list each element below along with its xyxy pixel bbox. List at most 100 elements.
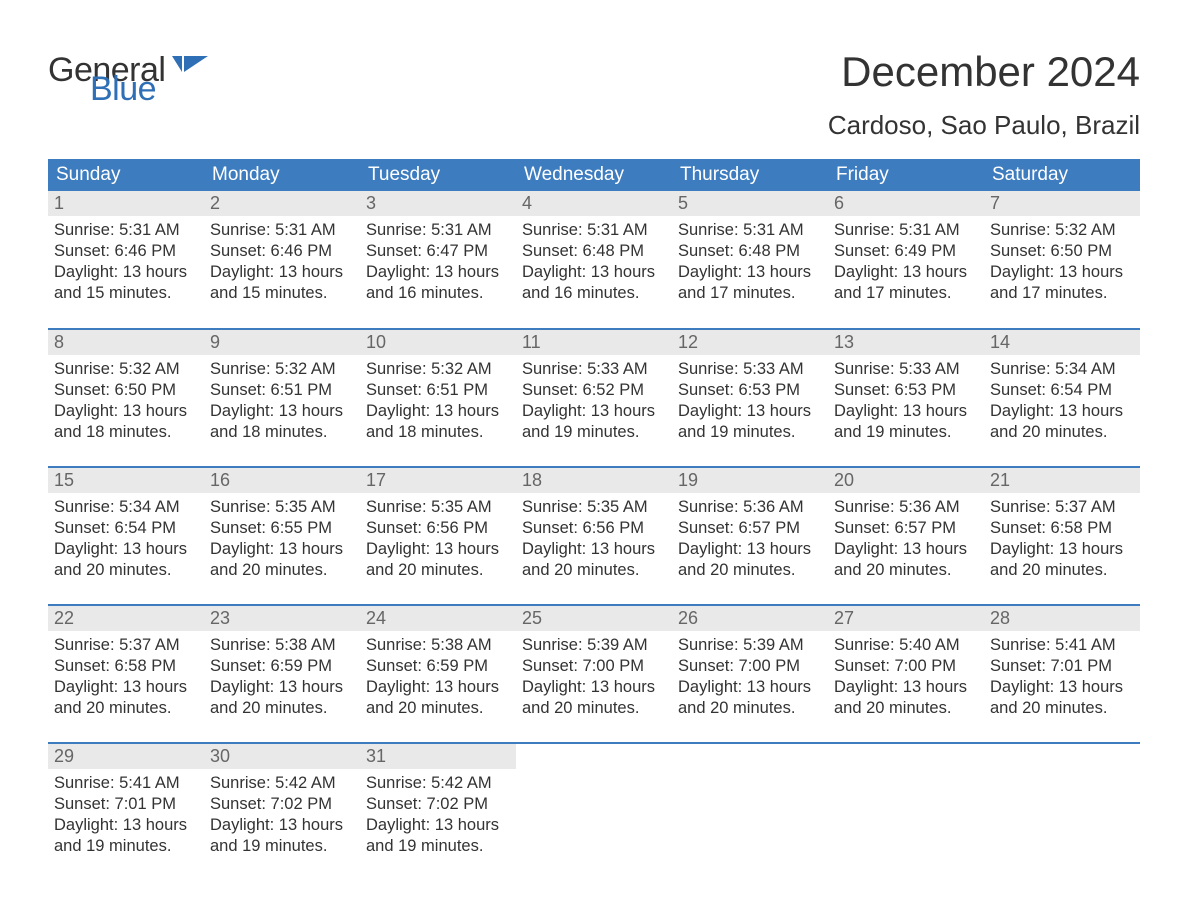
day-header: Friday (828, 159, 984, 191)
sunset-line: Sunset: 7:00 PM (522, 656, 666, 677)
calendar-cell: 6Sunrise: 5:31 AMSunset: 6:49 PMDaylight… (828, 191, 984, 329)
day-number: 10 (360, 330, 516, 355)
daylight-line-2: and 19 minutes. (210, 836, 354, 857)
sunset-line: Sunset: 6:48 PM (522, 241, 666, 262)
sunrise-line: Sunrise: 5:33 AM (834, 359, 978, 380)
sunset-line: Sunset: 6:59 PM (366, 656, 510, 677)
sunrise-line: Sunrise: 5:35 AM (522, 497, 666, 518)
calendar-cell (516, 743, 672, 881)
daylight-line-2: and 15 minutes. (54, 283, 198, 304)
sunset-line: Sunset: 7:02 PM (366, 794, 510, 815)
daylight-line-1: Daylight: 13 hours (210, 677, 354, 698)
daylight-line-2: and 20 minutes. (366, 698, 510, 719)
daylight-line-1: Daylight: 13 hours (834, 401, 978, 422)
day-number: 31 (360, 744, 516, 769)
calendar-cell (672, 743, 828, 881)
daylight-line-2: and 18 minutes. (366, 422, 510, 443)
daylight-line-1: Daylight: 13 hours (366, 677, 510, 698)
day-body: Sunrise: 5:32 AMSunset: 6:50 PMDaylight:… (984, 216, 1140, 304)
daylight-line-1: Daylight: 13 hours (54, 262, 198, 283)
day-body: Sunrise: 5:41 AMSunset: 7:01 PMDaylight:… (48, 769, 204, 857)
calendar-cell: 17Sunrise: 5:35 AMSunset: 6:56 PMDayligh… (360, 467, 516, 605)
day-body: Sunrise: 5:32 AMSunset: 6:51 PMDaylight:… (360, 355, 516, 443)
sunset-line: Sunset: 6:46 PM (210, 241, 354, 262)
daylight-line-1: Daylight: 13 hours (54, 401, 198, 422)
day-number: 9 (204, 330, 360, 355)
day-number: 24 (360, 606, 516, 631)
sunrise-line: Sunrise: 5:32 AM (990, 220, 1134, 241)
calendar-cell: 4Sunrise: 5:31 AMSunset: 6:48 PMDaylight… (516, 191, 672, 329)
sunrise-line: Sunrise: 5:39 AM (522, 635, 666, 656)
sunrise-line: Sunrise: 5:39 AM (678, 635, 822, 656)
daylight-line-1: Daylight: 13 hours (678, 677, 822, 698)
day-number: 4 (516, 191, 672, 216)
daylight-line-2: and 20 minutes. (210, 698, 354, 719)
daylight-line-1: Daylight: 13 hours (678, 539, 822, 560)
calendar-cell: 18Sunrise: 5:35 AMSunset: 6:56 PMDayligh… (516, 467, 672, 605)
sunrise-line: Sunrise: 5:31 AM (366, 220, 510, 241)
daylight-line-1: Daylight: 13 hours (678, 401, 822, 422)
day-number: 6 (828, 191, 984, 216)
calendar-cell: 12Sunrise: 5:33 AMSunset: 6:53 PMDayligh… (672, 329, 828, 467)
day-body: Sunrise: 5:33 AMSunset: 6:53 PMDaylight:… (828, 355, 984, 443)
day-body: Sunrise: 5:36 AMSunset: 6:57 PMDaylight:… (672, 493, 828, 581)
daylight-line-2: and 17 minutes. (990, 283, 1134, 304)
daylight-line-1: Daylight: 13 hours (522, 677, 666, 698)
calendar-cell: 26Sunrise: 5:39 AMSunset: 7:00 PMDayligh… (672, 605, 828, 743)
daylight-line-2: and 20 minutes. (834, 698, 978, 719)
sunrise-line: Sunrise: 5:31 AM (210, 220, 354, 241)
day-number: 22 (48, 606, 204, 631)
daylight-line-1: Daylight: 13 hours (678, 262, 822, 283)
sunset-line: Sunset: 6:50 PM (990, 241, 1134, 262)
sunrise-line: Sunrise: 5:31 AM (834, 220, 978, 241)
daylight-line-2: and 20 minutes. (210, 560, 354, 581)
daylight-line-1: Daylight: 13 hours (54, 815, 198, 836)
logo-word2: Blue (90, 75, 208, 104)
calendar-cell: 3Sunrise: 5:31 AMSunset: 6:47 PMDaylight… (360, 191, 516, 329)
sunrise-line: Sunrise: 5:31 AM (522, 220, 666, 241)
day-body: Sunrise: 5:31 AMSunset: 6:46 PMDaylight:… (204, 216, 360, 304)
calendar-header-row: Sunday Monday Tuesday Wednesday Thursday… (48, 159, 1140, 191)
calendar-cell: 16Sunrise: 5:35 AMSunset: 6:55 PMDayligh… (204, 467, 360, 605)
day-number: 5 (672, 191, 828, 216)
calendar-week-row: 29Sunrise: 5:41 AMSunset: 7:01 PMDayligh… (48, 743, 1140, 881)
calendar-cell (984, 743, 1140, 881)
day-number: 12 (672, 330, 828, 355)
calendar-cell: 21Sunrise: 5:37 AMSunset: 6:58 PMDayligh… (984, 467, 1140, 605)
sunset-line: Sunset: 6:58 PM (54, 656, 198, 677)
day-header: Sunday (48, 159, 204, 191)
day-body: Sunrise: 5:31 AMSunset: 6:47 PMDaylight:… (360, 216, 516, 304)
daylight-line-2: and 20 minutes. (990, 698, 1134, 719)
day-number: 26 (672, 606, 828, 631)
day-number: 8 (48, 330, 204, 355)
daylight-line-1: Daylight: 13 hours (990, 677, 1134, 698)
daylight-line-2: and 19 minutes. (678, 422, 822, 443)
sunrise-line: Sunrise: 5:42 AM (366, 773, 510, 794)
sunset-line: Sunset: 6:55 PM (210, 518, 354, 539)
calendar-cell: 7Sunrise: 5:32 AMSunset: 6:50 PMDaylight… (984, 191, 1140, 329)
daylight-line-1: Daylight: 13 hours (990, 262, 1134, 283)
sunset-line: Sunset: 6:53 PM (678, 380, 822, 401)
sunset-line: Sunset: 6:51 PM (210, 380, 354, 401)
daylight-line-2: and 19 minutes. (834, 422, 978, 443)
daylight-line-1: Daylight: 13 hours (210, 401, 354, 422)
sunset-line: Sunset: 6:52 PM (522, 380, 666, 401)
day-body: Sunrise: 5:38 AMSunset: 6:59 PMDaylight:… (360, 631, 516, 719)
daylight-line-1: Daylight: 13 hours (366, 262, 510, 283)
day-body: Sunrise: 5:34 AMSunset: 6:54 PMDaylight:… (984, 355, 1140, 443)
sunrise-line: Sunrise: 5:38 AM (210, 635, 354, 656)
day-body: Sunrise: 5:35 AMSunset: 6:56 PMDaylight:… (516, 493, 672, 581)
daylight-line-1: Daylight: 13 hours (522, 401, 666, 422)
day-number: 2 (204, 191, 360, 216)
calendar-week-row: 15Sunrise: 5:34 AMSunset: 6:54 PMDayligh… (48, 467, 1140, 605)
day-number: 11 (516, 330, 672, 355)
calendar-cell: 31Sunrise: 5:42 AMSunset: 7:02 PMDayligh… (360, 743, 516, 881)
calendar-cell: 27Sunrise: 5:40 AMSunset: 7:00 PMDayligh… (828, 605, 984, 743)
day-number: 23 (204, 606, 360, 631)
day-body: Sunrise: 5:42 AMSunset: 7:02 PMDaylight:… (360, 769, 516, 857)
calendar-cell: 23Sunrise: 5:38 AMSunset: 6:59 PMDayligh… (204, 605, 360, 743)
sunrise-line: Sunrise: 5:40 AM (834, 635, 978, 656)
sunset-line: Sunset: 6:50 PM (54, 380, 198, 401)
day-number: 19 (672, 468, 828, 493)
daylight-line-2: and 20 minutes. (522, 560, 666, 581)
